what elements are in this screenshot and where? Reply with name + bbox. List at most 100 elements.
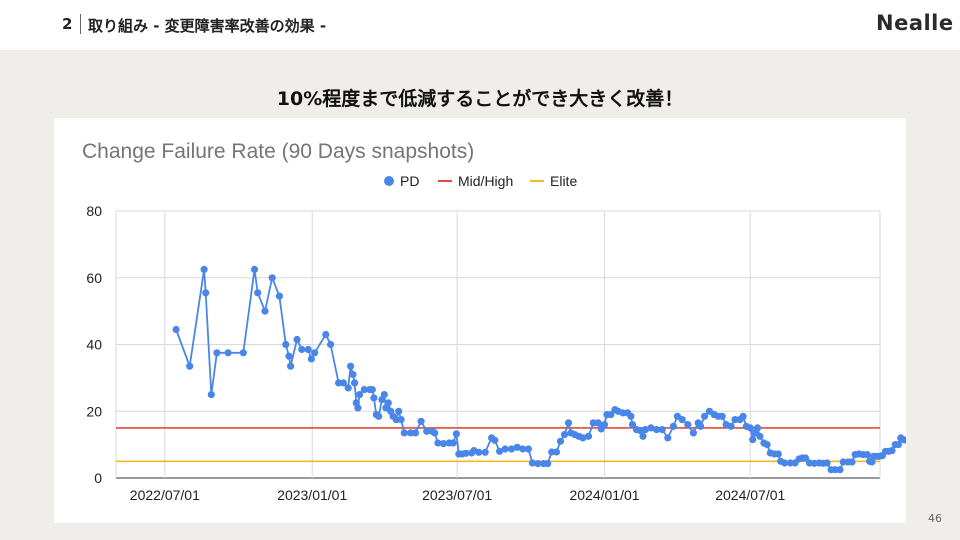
- pd-data-point: [200, 265, 208, 273]
- pd-data-point: [584, 432, 593, 440]
- pd-data-point: [749, 436, 757, 444]
- pd-data-point: [647, 424, 655, 432]
- pd-data-point: [186, 362, 194, 370]
- pd-data-point: [285, 352, 293, 360]
- y-tick-label: 60: [86, 270, 102, 286]
- pd-data-point: [701, 412, 709, 420]
- pd-data-point: [627, 412, 635, 420]
- pd-data-point: [298, 345, 306, 354]
- pd-data-point: [347, 362, 355, 370]
- header-separator: [80, 14, 81, 34]
- pd-data-point: [261, 307, 269, 315]
- slide-subtitle: 10%程度まで低減することができ大きく改善！: [276, 88, 684, 110]
- pd-data-point: [524, 445, 532, 453]
- pd-data-point: [641, 426, 650, 434]
- pd-data-point: [307, 355, 315, 363]
- pd-data-point: [351, 379, 359, 387]
- pd-data-point: [669, 422, 678, 430]
- pd-data-point: [380, 391, 388, 399]
- pd-data-point: [697, 422, 705, 430]
- pd-data-point: [491, 436, 499, 444]
- change-failure-rate-chart: Change Failure Rate (90 Days snapshots) …: [82, 140, 906, 503]
- slide-header: 2 取り組み - 変更障害率改善の効果 - Nealle: [0, 0, 960, 50]
- pd-data-point: [452, 430, 460, 438]
- pd-data-point: [355, 391, 364, 399]
- pd-data-point: [368, 386, 376, 394]
- chart-grid: [115, 210, 881, 479]
- pd-data-point: [439, 440, 448, 448]
- pd-data-point: [224, 349, 232, 357]
- chart-card: Change Failure Rate (90 Days snapshots) …: [54, 118, 906, 523]
- pd-data-point: [501, 445, 509, 453]
- slide-section-number: 2: [62, 15, 73, 33]
- company-logo: Nealle: [876, 11, 954, 35]
- pd-data-point: [739, 412, 747, 420]
- pd-data-point: [327, 340, 335, 349]
- pd-data-point: [349, 370, 357, 379]
- pd-data-point: [823, 459, 831, 467]
- pd-data-point: [287, 362, 295, 370]
- page-number: 46: [928, 512, 942, 525]
- pd-data-point: [417, 417, 425, 425]
- pd-data-point: [664, 434, 672, 442]
- pd-data-point: [863, 451, 871, 459]
- pd-data-point: [496, 447, 504, 455]
- pd-data-point: [434, 439, 442, 447]
- pd-data-point: [684, 421, 692, 429]
- pd-data-point: [756, 432, 764, 440]
- pd-data-point: [902, 436, 906, 444]
- slide-title: 取り組み - 変更障害率改善の効果 -: [88, 17, 327, 35]
- pd-data-point: [360, 386, 368, 394]
- y-tick-label: 40: [86, 337, 102, 353]
- pd-data-point: [753, 424, 762, 432]
- pd-data-point: [560, 431, 569, 439]
- pd-data-point: [354, 404, 362, 412]
- y-axis: 0 20 40 60 80: [86, 203, 102, 486]
- y-tick-label: 0: [94, 470, 102, 486]
- pd-data-point: [449, 439, 457, 447]
- pd-data-point: [653, 426, 661, 434]
- pd-data-point: [508, 445, 516, 453]
- pd-data-point: [607, 411, 615, 419]
- x-tick-label: 2023/01/01: [277, 487, 347, 503]
- legend-mid-high-label: Mid/High: [458, 173, 513, 189]
- pd-data-point: [282, 340, 290, 349]
- pd-data-point: [848, 458, 856, 466]
- pd-data-point: [202, 289, 210, 297]
- pd-data-point: [423, 427, 431, 435]
- x-tick-label: 2024/07/01: [715, 487, 785, 503]
- pd-series-line: [175, 268, 906, 471]
- pd-data-point: [397, 416, 405, 424]
- pd-data-point: [556, 437, 565, 445]
- y-tick-label: 80: [86, 203, 102, 219]
- pd-data-point: [868, 458, 876, 466]
- pd-data-point: [268, 274, 276, 282]
- pd-data-point: [395, 407, 403, 415]
- pd-data-point: [344, 384, 352, 392]
- pd-data-point: [763, 441, 771, 449]
- x-tick-label: 2023/07/01: [422, 487, 492, 503]
- pd-data-point: [888, 447, 896, 455]
- pd-data-point: [207, 391, 215, 399]
- pd-data-point: [431, 429, 439, 437]
- pd-data-point: [375, 412, 383, 420]
- legend-elite-label: Elite: [550, 173, 577, 189]
- pd-data-point: [718, 412, 726, 420]
- pd-data-point: [564, 419, 573, 427]
- pd-data-point: [534, 460, 542, 468]
- pd-data-point: [658, 426, 666, 434]
- pd-data-point: [370, 394, 378, 402]
- pd-data-point: [293, 335, 301, 344]
- legend-pd-label: PD: [400, 173, 419, 189]
- pd-data-point: [254, 289, 262, 297]
- pd-data-point: [322, 330, 330, 339]
- pd-data-point: [213, 349, 221, 357]
- pd-data-point: [400, 429, 408, 437]
- pd-data-point: [628, 421, 637, 429]
- pd-data-point: [689, 429, 698, 437]
- pd-data-point: [311, 349, 319, 357]
- pd-data-point: [552, 448, 561, 456]
- pd-data-point: [544, 460, 552, 468]
- pd-data-point: [639, 432, 647, 440]
- chart-legend: PD Mid/High Elite: [384, 173, 577, 189]
